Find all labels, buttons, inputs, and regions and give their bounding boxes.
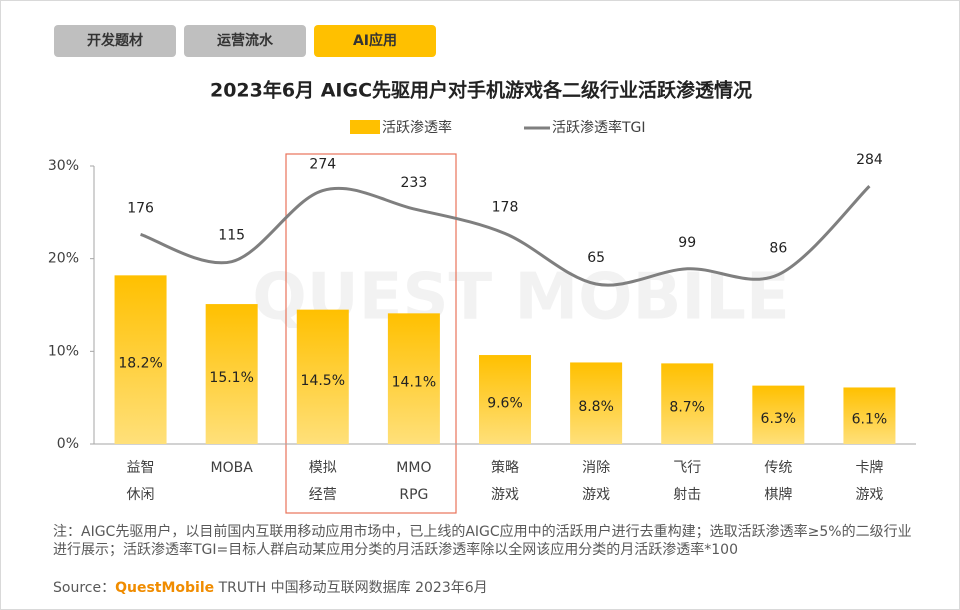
bar (661, 363, 714, 444)
y-tick-label: 20% (48, 251, 79, 267)
bar-label: 18.2% (118, 356, 162, 372)
bar-label: 15.1% (209, 370, 253, 386)
line-label: 176 (127, 200, 154, 216)
bar-label: 8.8% (578, 399, 614, 415)
source-label: Source： (53, 580, 116, 596)
line-label: 115 (218, 228, 245, 244)
y-tick-label: 30% (48, 158, 79, 174)
bar-label: 14.5% (301, 373, 345, 389)
source-brand: QuestMobile (115, 580, 215, 596)
legend-label: 活跃渗透率 (382, 119, 452, 136)
bar-label: 14.1% (392, 375, 436, 391)
line-label: 274 (309, 157, 336, 173)
x-tick-label: 传统 棋牌 (764, 460, 793, 503)
bar (205, 304, 258, 444)
bar-label: 6.3% (761, 411, 797, 427)
tab-active[interactable]: AI应用 (314, 25, 436, 57)
x-tick-label: MOBA (210, 460, 253, 476)
legend-label: 活跃渗透率TGI (552, 119, 646, 136)
bar (570, 362, 623, 444)
x-tick-label: 益智 休闲 (126, 460, 155, 503)
x-tick-label: MMO RPG (396, 460, 432, 503)
bar-label: 8.7% (669, 400, 705, 416)
x-tick-label: 卡牌 游戏 (855, 460, 884, 503)
bar (843, 387, 896, 444)
x-tick-label: 策略 游戏 (491, 460, 519, 503)
chart-title: 2023年6月 AIGC先驱用户对手机游戏各二级行业活跃渗透情况 (210, 79, 752, 102)
note: 注：AIGC先驱用户，以目前国内互联用移动应用市场中，已上线的AIGC应用中的活… (53, 524, 912, 558)
source: Source：QuestMobile TRUTH 中国移动互联网数据库 2023… (53, 577, 488, 597)
x-tick-label: 飞行 射击 (673, 460, 702, 503)
highlight-box (285, 153, 457, 514)
source-text: TRUTH 中国移动互联网数据库 2023年6月 (218, 580, 488, 596)
x-tick-label: 消除 游戏 (582, 460, 611, 503)
legend-swatch (350, 120, 380, 134)
x-tick-label: 模拟 经营 (308, 460, 337, 503)
line-label: 65 (587, 250, 605, 266)
line-label: 178 (492, 199, 519, 215)
tab[interactable]: 运营流水 (184, 25, 306, 57)
line (140, 185, 871, 287)
line-label: 86 (769, 241, 787, 257)
y-tick-label: 0% (57, 436, 79, 452)
bar (296, 309, 349, 444)
bar-label: 9.6% (487, 396, 523, 412)
bar (752, 385, 805, 444)
line-label: 99 (678, 235, 696, 251)
bar (114, 275, 167, 444)
line-label: 233 (401, 175, 428, 191)
bar (479, 355, 531, 444)
bar (387, 313, 440, 444)
tab[interactable]: 开发题材 (54, 25, 176, 57)
bar-label: 6.1% (852, 412, 888, 428)
y-tick-label: 10% (48, 343, 79, 359)
line-label: 284 (856, 152, 883, 168)
